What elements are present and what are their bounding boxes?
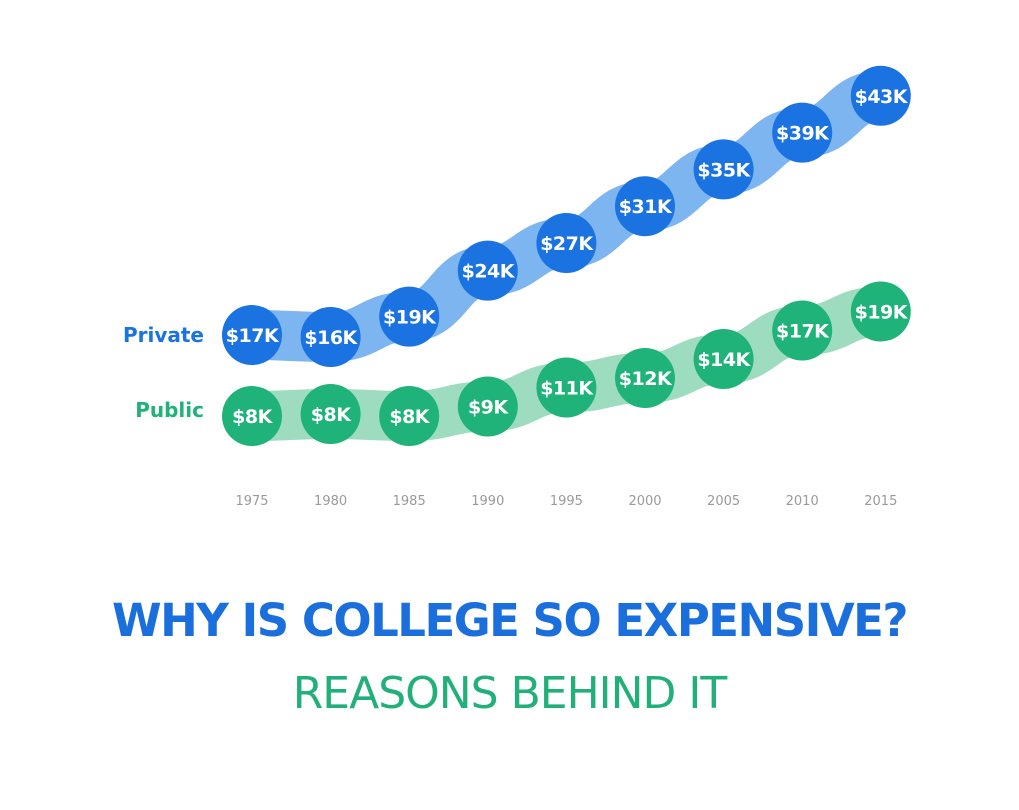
data-label-public-2005: $14K: [697, 349, 751, 371]
data-label-private-1995: $27K: [540, 233, 594, 255]
x-tick-label-1995: 1995: [550, 494, 583, 509]
data-point-private-1995: [536, 213, 597, 273]
data-label-private-1975: $17K: [226, 325, 280, 347]
x-tick-label-1990: 1990: [471, 494, 504, 509]
data-point-private-1990: [457, 240, 518, 301]
data-point-public-1990: [457, 376, 518, 437]
data-label-public-1985: $8K: [389, 406, 430, 428]
series-labels: Private Public: [123, 323, 204, 422]
data-label-private-1990: $24K: [462, 261, 516, 283]
data-point-private-2010: [772, 102, 833, 163]
data-point-private-2015: [850, 65, 911, 126]
data-label-private-2015: $43K: [855, 86, 909, 108]
headline-title: WHY IS COLLEGE SO EXPENSIVE?: [111, 594, 909, 647]
data-label-private-1985: $19K: [383, 307, 437, 329]
x-tick-label-2005: 2005: [707, 494, 740, 509]
data-label-public-1995: $11K: [540, 378, 594, 400]
data-point-public-2015: [850, 281, 911, 342]
data-label-public-2000: $12K: [619, 368, 673, 390]
series-points: $17K $16K $19K $24K $27K $31K $35K $39K $43K $8K $…: [222, 65, 911, 446]
series-label-public: Public: [135, 398, 204, 422]
data-point-public-1980: [300, 384, 361, 444]
data-label-private-1980: $16K: [304, 327, 358, 349]
data-label-private-2010: $39K: [776, 123, 830, 145]
data-point-public-2000: [615, 348, 675, 408]
data-point-private-1975: [222, 305, 282, 365]
series-label-private: Private: [123, 323, 204, 347]
x-tick-label-1985: 1985: [393, 494, 426, 509]
data-point-public-1975: [222, 386, 282, 446]
data-point-private-1980: [300, 307, 361, 367]
data-label-private-2005: $35K: [697, 159, 751, 181]
x-tick-label-1975: 1975: [235, 494, 268, 509]
data-point-public-1995: [536, 357, 597, 418]
data-point-private-2005: [693, 139, 754, 200]
x-tick-label-2010: 2010: [786, 494, 819, 509]
data-label-public-1975: $8K: [232, 406, 273, 428]
data-point-public-2010: [772, 300, 833, 361]
x-tick-label-1980: 1980: [314, 494, 347, 509]
x-tick-label-2000: 2000: [628, 494, 661, 509]
data-label-public-1980: $8K: [311, 404, 352, 426]
data-label-public-2015: $19K: [855, 302, 909, 324]
data-label-public-1990: $9K: [468, 397, 509, 419]
x-axis-ticks: 1975 1980 1985 1990 1995 2000 2005 2010 2015: [235, 494, 897, 509]
headline-subtitle: REASONS BEHIND IT: [292, 668, 728, 719]
data-label-private-2000: $31K: [619, 196, 673, 218]
data-point-private-2000: [615, 176, 675, 237]
data-point-private-1985: [379, 286, 440, 347]
data-label-public-2010: $17K: [776, 321, 830, 343]
x-tick-label-2015: 2015: [864, 494, 897, 509]
data-point-public-1985: [379, 386, 440, 446]
data-point-public-2005: [693, 329, 754, 389]
